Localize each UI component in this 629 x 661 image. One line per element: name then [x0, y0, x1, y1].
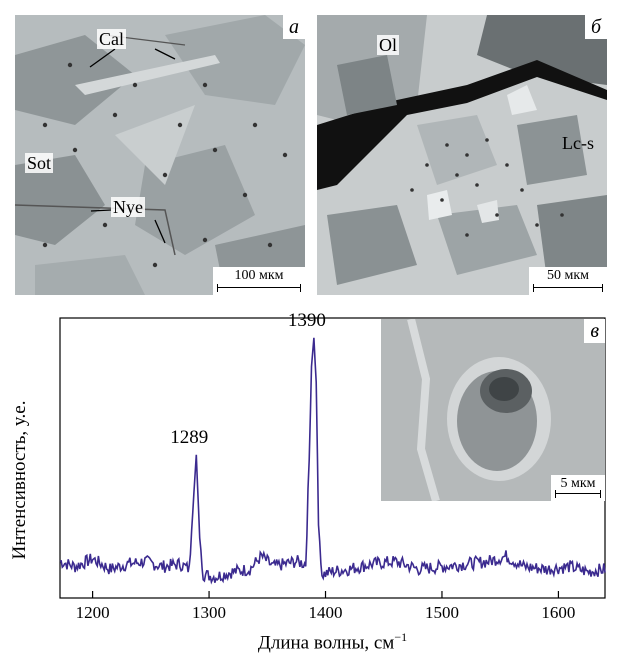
x-tick-label-1200: 1200 — [76, 603, 110, 622]
x-tick-label-1600: 1600 — [541, 603, 575, 622]
mineral-label-nye: Nye — [111, 197, 145, 217]
scale-bar-a: 100 мкм — [213, 267, 305, 295]
peak-label-1390: 1390 — [287, 309, 326, 331]
x-axis-label: Длина волны, см−1 — [60, 630, 605, 654]
x-tick-label-1500: 1500 — [425, 603, 459, 622]
scale-bar-b: 50 мкм — [529, 267, 607, 295]
micrograph-b-image — [317, 15, 607, 295]
scale-bar-line-v — [555, 490, 601, 498]
scale-bar-v: 5 мкм — [551, 475, 605, 501]
peak-label-1289: 1289 — [170, 426, 209, 448]
x-tick-label-1400: 1400 — [309, 603, 343, 622]
micrograph-panel-v: в 5 мкм — [381, 319, 605, 501]
scale-label-a: 100 мкм — [234, 268, 284, 283]
micrograph-v-image — [381, 319, 605, 501]
mineral-label-lc-s: Lc-s — [562, 133, 594, 153]
scale-label-b: 50 мкм — [546, 268, 590, 283]
x-tick-label-1300: 1300 — [192, 603, 226, 622]
panel-label-v: в — [584, 319, 605, 343]
scale-label-v: 5 мкм — [560, 476, 596, 491]
micrograph-a-image — [15, 15, 305, 295]
y-axis-label-text: Интенсивность, у.е. — [9, 400, 30, 560]
x-axis-tick-labels: 1200 1300 1400 1500 1600 — [76, 603, 576, 622]
mineral-label-ol: Ol — [377, 35, 399, 55]
spectrum-line — [59, 337, 606, 585]
scale-bar-line-b — [533, 284, 603, 292]
micrograph-panel-b: Ol Lc-s б 50 мкм — [317, 15, 607, 295]
x-axis-label-exponent: −1 — [394, 630, 408, 644]
panel-label-a: а — [283, 15, 305, 39]
mineral-label-sot: Sot — [25, 153, 54, 173]
panel-label-b: б — [584, 15, 607, 39]
raman-spectrum-chart: 1200 1300 1400 1500 1600 — [59, 317, 606, 622]
x-axis-label-text: Длина волны, см — [257, 632, 395, 654]
mineral-label-cal: Cal — [97, 29, 126, 49]
x-axis-ticks — [92, 591, 560, 598]
scale-bar-line-a — [217, 284, 301, 292]
y-axis-label: Интенсивность, у.е. — [8, 360, 32, 600]
plot-frame — [59, 317, 606, 599]
micrograph-panel-a: Cal Sot Nye а 100 мкм — [15, 15, 305, 295]
